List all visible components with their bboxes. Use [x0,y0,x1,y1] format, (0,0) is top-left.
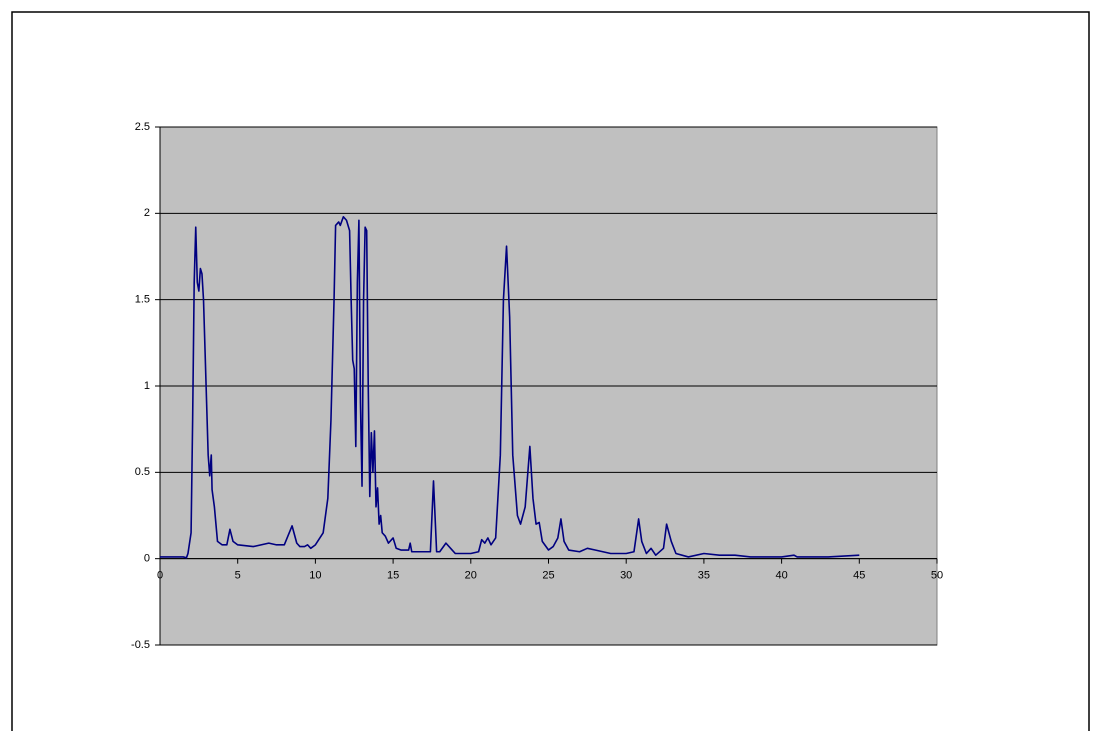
y-tick-label: -0.5 [131,639,150,651]
x-tick-label: 20 [465,570,477,582]
x-tick-label: 40 [775,570,787,582]
x-tick-label: 0 [157,570,163,582]
y-tick-label: 2 [144,207,150,219]
y-tick-label: 0 [144,553,150,565]
x-tick-label: 30 [620,570,632,582]
x-tick-label: 15 [387,570,399,582]
y-tick-label: 2.5 [135,121,150,133]
x-tick-label: 50 [931,570,943,582]
x-tick-label: 45 [853,570,865,582]
x-tick-label: 5 [235,570,241,582]
y-tick-label: 0.5 [135,466,150,478]
data-line [160,215,860,559]
y-tick-label: 1 [144,380,150,392]
x-tick-label: 25 [542,570,554,582]
x-tick-label: 35 [698,570,710,582]
y-tick-label: 1.5 [135,294,150,306]
x-tick-label: 10 [309,570,321,582]
